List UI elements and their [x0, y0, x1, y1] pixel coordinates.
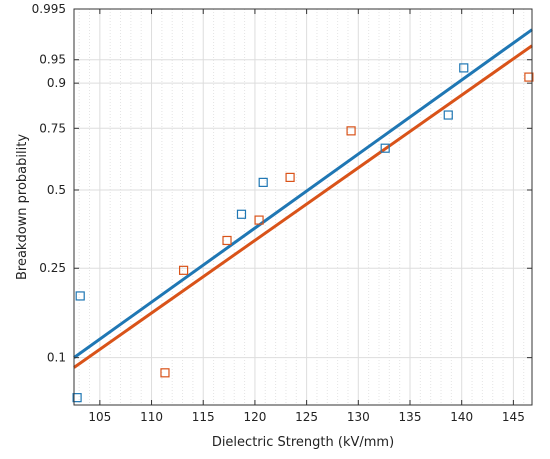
fit-line-series-2 [73, 44, 533, 369]
x-axis-label: Dielectric Strength (kV/mm) [212, 435, 394, 450]
plot-frame [73, 8, 533, 406]
y-axis-label: Breakdown probability [15, 134, 30, 280]
data-point-series-2 [222, 235, 232, 246]
x-tick-label: 125 [295, 410, 318, 424]
data-point-series-2 [346, 126, 356, 136]
x-tick-label: 120 [243, 410, 266, 424]
data-point-series-2 [178, 265, 189, 275]
data-point-series-1 [459, 63, 469, 73]
data-point-series-1 [236, 209, 247, 219]
data-points [72, 63, 534, 403]
y-tick-label: 0.5 [47, 183, 66, 197]
x-tick-label: 140 [450, 410, 473, 424]
x-tick-label: 110 [140, 410, 163, 424]
fit-line-series-1 [73, 28, 533, 359]
y-tick-label: 0.75 [39, 121, 66, 135]
data-point-series-2 [254, 215, 264, 225]
data-point-series-1 [72, 393, 82, 403]
data-point-series-2 [524, 72, 534, 82]
y-tick-label: 0.95 [39, 53, 66, 67]
data-point-series-1 [443, 110, 453, 120]
data-point-series-1 [380, 143, 390, 153]
data-point-series-1 [75, 291, 85, 301]
x-tick-label: 105 [88, 410, 111, 424]
x-tick-label: 115 [192, 410, 215, 424]
data-point-series-2 [160, 368, 170, 378]
y-tick-label: 0.1 [47, 351, 66, 365]
data-point-series-2 [285, 172, 295, 183]
y-tick-label: 0.9 [47, 76, 66, 90]
fit-lines [73, 28, 533, 369]
grid [74, 8, 532, 405]
x-tick-label: 135 [399, 410, 422, 424]
data-point-series-1 [258, 177, 268, 187]
y-tick-label: 0.25 [39, 261, 66, 275]
x-tick-label: 145 [502, 410, 525, 424]
y-axis: 0.1 0.25 0.5 0.75 0.9 0.95 0.995 [32, 2, 532, 365]
x-tick-label: 130 [347, 410, 370, 424]
x-axis: 105 110 115 120 125 130 135 140 145 [88, 9, 525, 424]
y-tick-label: 0.995 [32, 2, 66, 16]
